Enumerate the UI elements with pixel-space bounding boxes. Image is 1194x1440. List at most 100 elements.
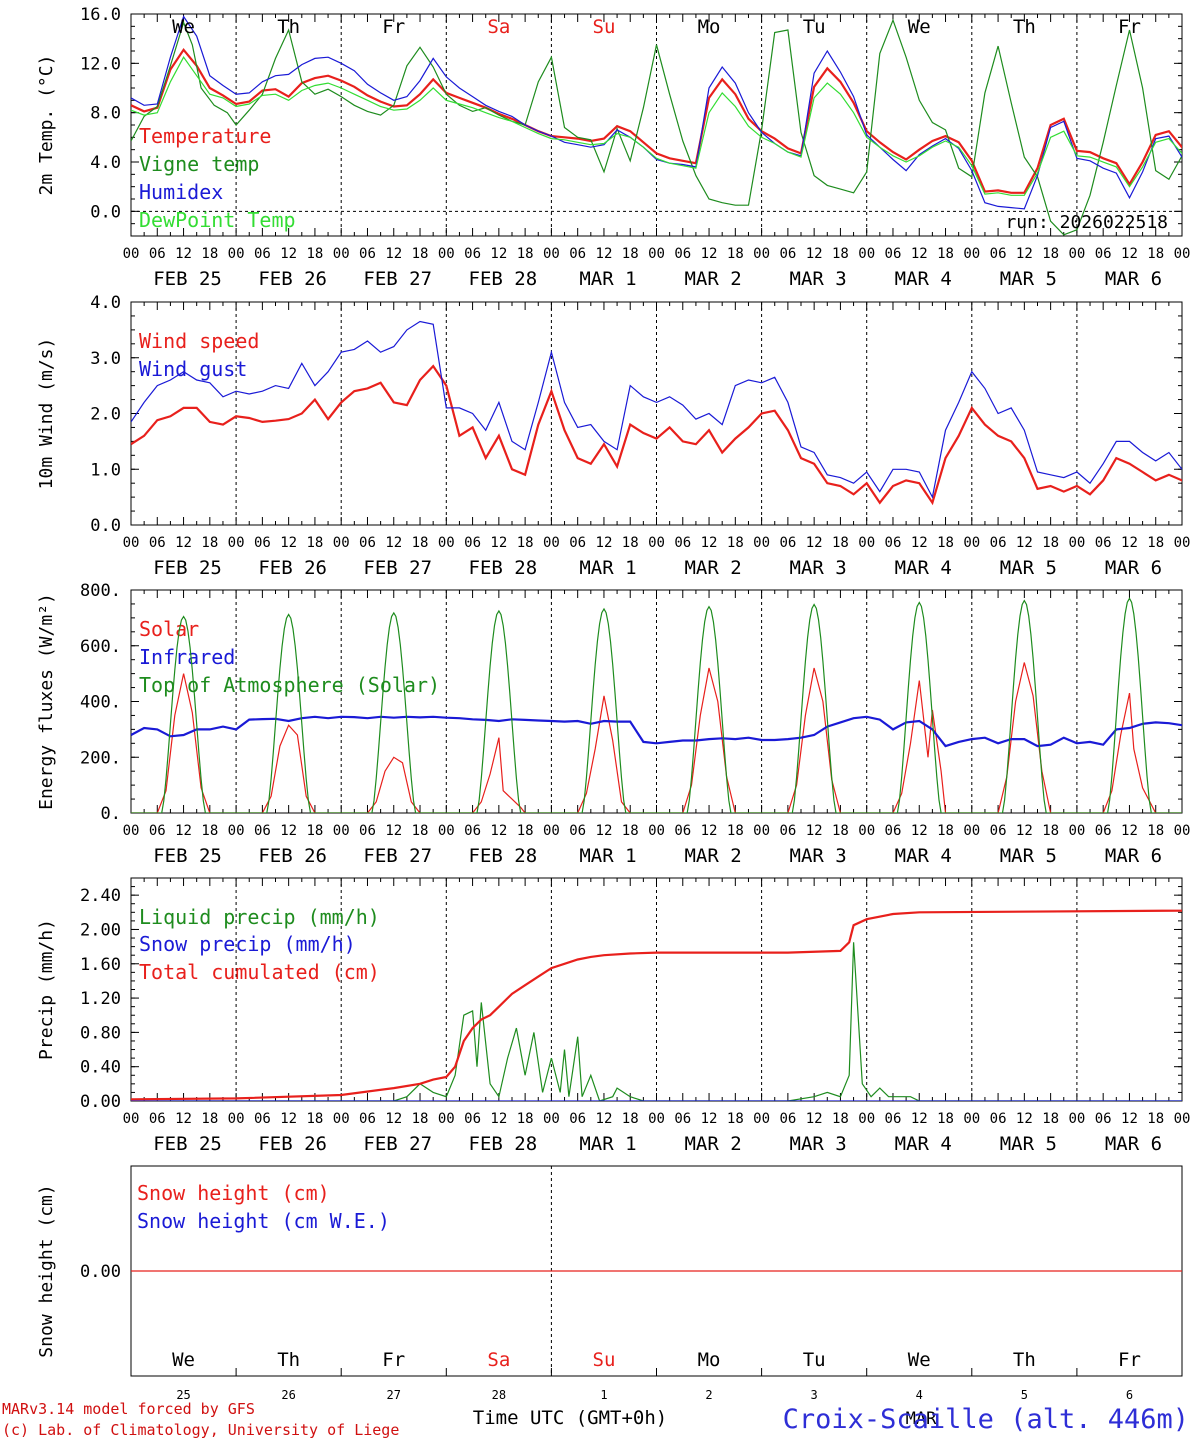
hour-label: 00 bbox=[858, 823, 875, 839]
hour-label: 18 bbox=[306, 1111, 323, 1127]
hour-label: 06 bbox=[1095, 246, 1112, 262]
day-number-label: 6 bbox=[1126, 1388, 1133, 1402]
hour-label: 12 bbox=[1016, 823, 1033, 839]
date-label: FEB 27 bbox=[363, 845, 432, 867]
hour-label: 12 bbox=[596, 823, 613, 839]
series-line-liquid-precip-mm-h- bbox=[131, 942, 1182, 1101]
hour-label: 06 bbox=[359, 535, 376, 551]
legend-entry: Temperature bbox=[139, 124, 271, 148]
hour-label: 18 bbox=[832, 535, 849, 551]
day-number-label: 2 bbox=[705, 1388, 712, 1402]
hour-label: 00 bbox=[228, 246, 245, 262]
y-tick-label: 2.0 bbox=[90, 405, 121, 425]
date-label: FEB 27 bbox=[363, 1133, 432, 1155]
hour-label: 00 bbox=[963, 1111, 980, 1127]
hour-label: 18 bbox=[937, 1111, 954, 1127]
series-line-snow-precip-mm-h- bbox=[131, 1100, 1182, 1101]
hour-label: 12 bbox=[806, 246, 823, 262]
weekday-label: Fr bbox=[382, 16, 405, 38]
hour-label: 00 bbox=[858, 1111, 875, 1127]
series-line-wind-gust bbox=[131, 320, 1182, 499]
date-label: MAR 4 bbox=[895, 268, 952, 290]
legend-entry: Humidex bbox=[139, 180, 223, 204]
hour-label: 00 bbox=[648, 246, 665, 262]
weekday-label: Sa bbox=[487, 16, 510, 38]
y-axis-title: 2m Temp. (°C) bbox=[36, 55, 57, 196]
y-tick-label: 0.00 bbox=[80, 1092, 121, 1112]
hour-label: 06 bbox=[464, 246, 481, 262]
day-number-label: 27 bbox=[387, 1388, 401, 1402]
hour-label: 06 bbox=[464, 823, 481, 839]
hour-label: 00 bbox=[1068, 823, 1085, 839]
weekday-label: Fr bbox=[382, 1349, 405, 1371]
hour-label: 06 bbox=[885, 1111, 902, 1127]
legend-entry: Snow precip (mm/h) bbox=[139, 932, 356, 956]
hour-label: 18 bbox=[727, 1111, 744, 1127]
hour-label: 18 bbox=[517, 535, 534, 551]
hour-label: 00 bbox=[753, 1111, 770, 1127]
hour-label: 06 bbox=[254, 823, 271, 839]
series-line-dewpoint-temp bbox=[131, 56, 1182, 196]
hour-label: 06 bbox=[149, 246, 166, 262]
y-tick-label: 0.00 bbox=[80, 1262, 121, 1282]
date-label: FEB 28 bbox=[469, 1133, 538, 1155]
hour-label: 00 bbox=[858, 246, 875, 262]
hour-label: 00 bbox=[333, 246, 350, 262]
date-label: FEB 26 bbox=[258, 845, 327, 867]
date-label: MAR 1 bbox=[579, 845, 636, 867]
date-label: MAR 2 bbox=[684, 268, 741, 290]
hour-label: 12 bbox=[806, 1111, 823, 1127]
hour-label: 00 bbox=[963, 823, 980, 839]
hour-label: 18 bbox=[1042, 1111, 1059, 1127]
hour-label: 00 bbox=[753, 535, 770, 551]
date-label: MAR 1 bbox=[579, 268, 636, 290]
hour-label: 06 bbox=[779, 246, 796, 262]
date-label: MAR 6 bbox=[1105, 845, 1162, 867]
hour-label: 12 bbox=[911, 823, 928, 839]
weekday-label: Mo bbox=[698, 1349, 721, 1371]
hour-label: 00 bbox=[1174, 535, 1191, 551]
hour-label: 00 bbox=[123, 823, 140, 839]
hour-label: 12 bbox=[911, 1111, 928, 1127]
date-label: MAR 5 bbox=[1000, 1133, 1057, 1155]
hour-label: 12 bbox=[701, 246, 718, 262]
hour-label: 18 bbox=[622, 246, 639, 262]
date-label: FEB 27 bbox=[363, 557, 432, 579]
credit-line: (c) Lab. of Climatology, University of L… bbox=[2, 1421, 399, 1439]
date-label: FEB 28 bbox=[469, 845, 538, 867]
date-label: FEB 25 bbox=[153, 1133, 222, 1155]
legend-entry: Snow height (cm) bbox=[137, 1181, 330, 1205]
hour-label: 12 bbox=[596, 535, 613, 551]
date-label: MAR 6 bbox=[1105, 557, 1162, 579]
panel-temp: 00 06 12 18 FEB 25 00 06 12 18 FEB 26 00 06 12 18 FEB … bbox=[36, 5, 1191, 290]
hour-label: 06 bbox=[885, 823, 902, 839]
date-label: MAR 1 bbox=[579, 1133, 636, 1155]
hour-label: 00 bbox=[333, 535, 350, 551]
hour-label: 00 bbox=[1174, 246, 1191, 262]
hour-label: 06 bbox=[779, 535, 796, 551]
y-tick-label: 8.0 bbox=[90, 104, 121, 124]
weekday-label: Th bbox=[277, 1349, 300, 1371]
panel-energy: 00 06 12 18 FEB 25 00 06 12 18 FEB 26 00 06 12 18 FEB … bbox=[36, 581, 1190, 867]
y-tick-label: 4.0 bbox=[90, 153, 121, 173]
panel-frame bbox=[130, 589, 1183, 814]
hour-label: 00 bbox=[228, 535, 245, 551]
hour-label: 06 bbox=[990, 1111, 1007, 1127]
hour-label: 00 bbox=[1068, 535, 1085, 551]
date-label: FEB 25 bbox=[153, 557, 222, 579]
date-label: MAR 6 bbox=[1105, 1133, 1162, 1155]
hour-label: 18 bbox=[727, 535, 744, 551]
hour-label: 06 bbox=[885, 535, 902, 551]
hour-label: 00 bbox=[228, 1111, 245, 1127]
date-label: MAR 5 bbox=[1000, 268, 1057, 290]
hour-label: 06 bbox=[359, 823, 376, 839]
y-tick-label: 1.0 bbox=[90, 460, 121, 480]
hour-label: 00 bbox=[753, 823, 770, 839]
date-label: FEB 28 bbox=[469, 557, 538, 579]
y-tick-label: 0.0 bbox=[90, 202, 121, 222]
date-label: MAR 4 bbox=[895, 1133, 952, 1155]
hour-label: 12 bbox=[1121, 535, 1138, 551]
date-label: MAR 2 bbox=[684, 557, 741, 579]
hour-label: 00 bbox=[1174, 823, 1191, 839]
date-label: FEB 25 bbox=[153, 845, 222, 867]
